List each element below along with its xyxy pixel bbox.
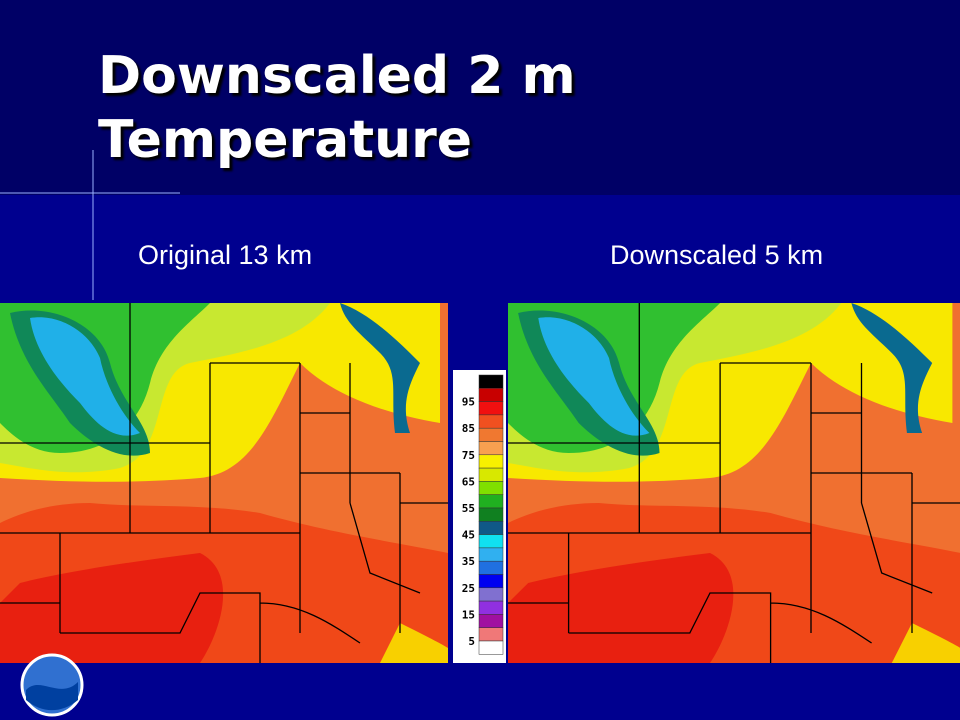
map-downscaled <box>508 303 960 663</box>
colorbar-label: 55 <box>462 502 475 515</box>
colorbar-swatch <box>478 640 504 655</box>
colorbar-swatch <box>478 547 504 562</box>
colorbar-swatch <box>478 454 504 469</box>
colorbar-swatch <box>478 374 504 389</box>
colorbar-swatch <box>478 441 504 456</box>
colorbar-label: 15 <box>462 608 475 621</box>
colorbar-label: 25 <box>462 582 475 595</box>
colorbar-swatch <box>478 401 504 416</box>
colorbar-swatch <box>478 574 504 589</box>
colorbar-swatch <box>478 614 504 628</box>
colorbar-label: 45 <box>462 529 475 542</box>
colorbar-label: 65 <box>462 475 475 488</box>
colorbar-swatch <box>478 521 504 535</box>
colorbar-label: 35 <box>462 555 475 568</box>
colorbar-swatch <box>478 481 504 495</box>
colorbar-swatch <box>478 627 504 642</box>
colorbar-swatch <box>478 467 504 482</box>
slide-title: Downscaled 2 m Temperature <box>98 46 576 170</box>
colorbar-swatch <box>478 507 504 522</box>
panel-label: Original 13 km <box>138 240 313 270</box>
colorbar-swatch <box>478 388 504 402</box>
colorbar-swatch <box>478 600 504 615</box>
colorbar-label: 75 <box>462 449 475 462</box>
colorbar-swatch <box>478 414 504 429</box>
panel-label: Downscaled 5 km <box>610 240 824 270</box>
colorbar-swatch <box>478 560 504 575</box>
colorbar-label: 5 <box>468 635 475 648</box>
colorbar-swatch <box>478 494 504 509</box>
colorbar-swatch <box>478 534 504 549</box>
colorbar: 95 85 75 65 55 45 35 25 15 5 <box>462 374 504 655</box>
map-original <box>0 303 448 663</box>
colorbar-swatch <box>478 587 504 602</box>
colorbar-label: 85 <box>462 422 475 435</box>
colorbar-swatch <box>478 427 504 442</box>
colorbar-label: 95 <box>462 396 475 409</box>
